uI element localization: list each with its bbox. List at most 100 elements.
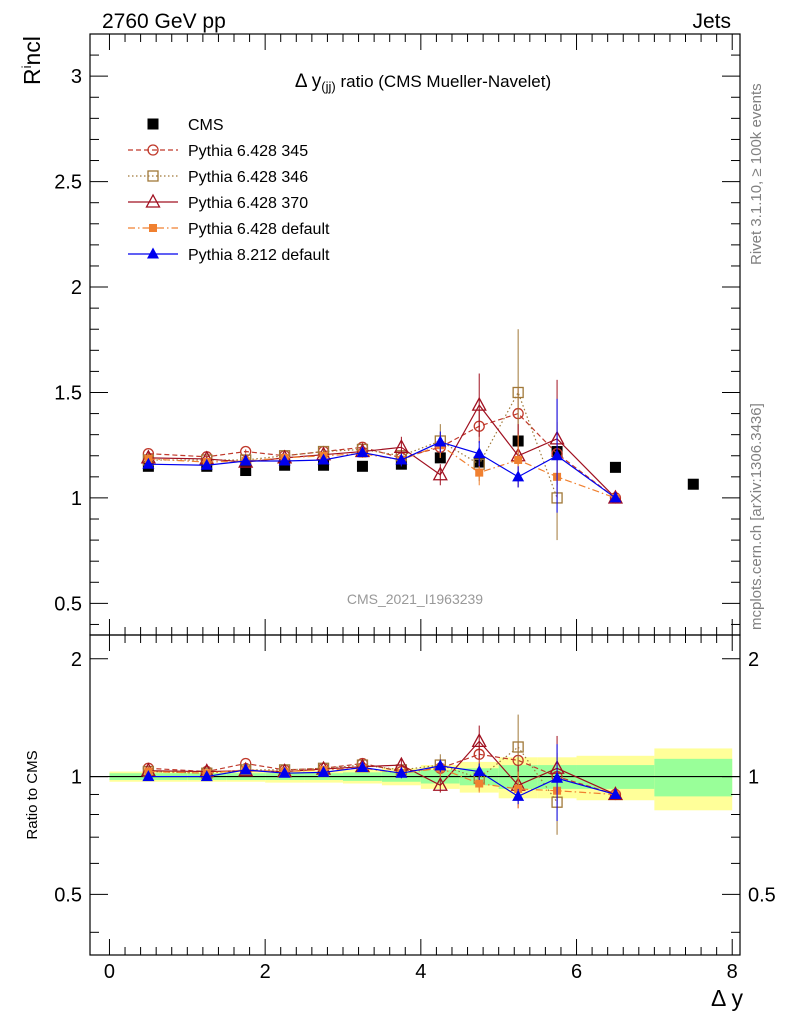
data-point-p8 <box>609 787 622 799</box>
data-point-p8 <box>278 766 291 778</box>
data-point-p8 <box>317 453 330 465</box>
legend-label-cms: CMS <box>188 117 224 134</box>
data-point-cms <box>318 459 330 471</box>
ratio-xtick-label: 4 <box>415 961 426 983</box>
band-green <box>654 758 733 797</box>
series-p8 <box>142 744 622 821</box>
ratio-xlabel: Δ y <box>711 985 743 1011</box>
series-line-p8 <box>148 441 616 499</box>
ratio-ytick-label-right: 1 <box>748 767 759 789</box>
header-left: 2760 GeV pp <box>102 10 226 33</box>
legend-marker-p8 <box>147 247 159 259</box>
legend-item-p370: Pythia 6.428 370 <box>128 193 308 212</box>
main-ytick-label: 3 <box>71 66 82 88</box>
series-line-p346 <box>148 391 558 499</box>
data-point-p8 <box>356 760 369 772</box>
ratio-frame <box>89 634 741 956</box>
main-ytick-label: 2.5 <box>54 172 82 194</box>
legend-label-p345: Pythia 6.428 345 <box>188 143 308 160</box>
data-point-p8 <box>473 447 486 459</box>
plot-title: Δ y(jj) ratio (CMS Mueller-Navelet) <box>295 71 551 94</box>
data-point-p8 <box>512 470 525 482</box>
data-point-p8 <box>551 449 564 461</box>
data-point-p8 <box>317 765 330 777</box>
rivet-label: Rivet 3.1.10, ≥ 100k events <box>748 83 765 265</box>
main-ytick-label: 0.5 <box>54 593 82 615</box>
main-ylabel: Rincl <box>19 36 45 85</box>
plot-title-prefix: Δ y <box>295 71 322 92</box>
ratio-series <box>140 714 624 835</box>
series-p346 <box>142 329 563 541</box>
series-p345 <box>142 388 622 504</box>
series-cms <box>142 434 699 490</box>
data-point-p8 <box>395 766 408 778</box>
main-ytick-label: 2 <box>71 277 82 299</box>
data-point-p8 <box>142 770 155 782</box>
data-point-pdef <box>475 779 484 788</box>
data-point-p8 <box>551 771 564 783</box>
ratio-xtick-label: 2 <box>260 961 271 983</box>
main-ylabel-r: R <box>19 68 45 85</box>
ratio-ytick-label-left: 1 <box>71 767 82 789</box>
data-point-p8 <box>200 458 213 470</box>
legend-label-pdef: Pythia 6.428 default <box>188 221 330 238</box>
main-axes: 0.5 1 1.5 2 2.5 3 <box>54 33 741 636</box>
ratio-xtick-label: 0 <box>104 961 115 983</box>
legend-marker-p345 <box>147 144 159 156</box>
data-point-p8 <box>239 454 252 466</box>
legend-item-cms: CMS <box>147 117 224 134</box>
ratio-xtick-label: 6 <box>571 961 582 983</box>
data-point-p8 <box>200 770 213 782</box>
data-point-p8 <box>142 457 155 469</box>
data-point-p370 <box>432 776 448 791</box>
ratio-ytick-label-left: 0.5 <box>54 884 82 906</box>
legend-marker-cms <box>147 118 159 130</box>
data-point-p8 <box>512 789 525 801</box>
series-line-p8 <box>148 765 616 798</box>
data-point-p8 <box>434 435 447 447</box>
data-point-pdef <box>514 455 523 464</box>
data-point-p346 <box>512 386 524 399</box>
series-line-p345 <box>148 412 616 499</box>
legend-item-p8: Pythia 8.212 default <box>128 247 330 264</box>
main-ytick-label: 1 <box>71 488 82 510</box>
legend-item-p346: Pythia 6.428 346 <box>128 169 308 186</box>
legend-item-p345: Pythia 6.428 345 <box>128 143 308 160</box>
data-point-cms <box>240 465 252 477</box>
legend-label-p346: Pythia 6.428 346 <box>188 169 308 186</box>
series-line-p370 <box>148 404 616 499</box>
data-point-cms <box>687 478 699 490</box>
data-point-p8 <box>356 446 369 458</box>
analysis-watermark: CMS_2021_I1963239 <box>347 591 483 607</box>
legend-marker-p346 <box>147 170 159 182</box>
series-line-p345 <box>148 753 616 796</box>
data-point-pdef <box>475 468 484 477</box>
data-point-p8 <box>473 765 486 777</box>
main-ytick-label: 1.5 <box>54 382 82 404</box>
data-point-p370 <box>471 733 487 748</box>
data-point-cms <box>609 461 621 473</box>
data-point-p370 <box>432 466 448 481</box>
ratio-ytick-label-left: 2 <box>71 649 82 671</box>
legend-label-p8: Pythia 8.212 default <box>188 247 330 264</box>
plot-title-sub: (jj) <box>321 79 335 94</box>
main-ylabel-tail: ncl <box>19 36 45 65</box>
data-point-p8 <box>395 453 408 465</box>
data-point-p370 <box>471 396 487 411</box>
data-point-p8 <box>434 759 447 771</box>
legend-marker-p370 <box>145 193 161 208</box>
main-ylabel-sup: i <box>19 65 34 68</box>
ratio-ytick-label-right: 0.5 <box>748 884 776 906</box>
header-right: Jets <box>692 10 731 33</box>
legend-item-pdef: Pythia 6.428 default <box>128 221 330 238</box>
legend-label-p370: Pythia 6.428 370 <box>188 195 308 212</box>
mcplots-label: mcplots.cern.ch [arXiv:1306.3436] <box>748 403 765 630</box>
plot-title-suffix: ratio (CMS Mueller-Navelet) <box>336 72 551 91</box>
series-p370 <box>140 373 624 504</box>
legend: CMS Pythia 6.428 345 Pythia 6.428 346 Pythi… <box>128 117 330 264</box>
ratio-xtick-label: 8 <box>727 961 738 983</box>
series-p8 <box>142 398 622 513</box>
data-point-cms <box>356 460 368 472</box>
ratio-ylabel: Ratio to CMS <box>24 750 41 839</box>
